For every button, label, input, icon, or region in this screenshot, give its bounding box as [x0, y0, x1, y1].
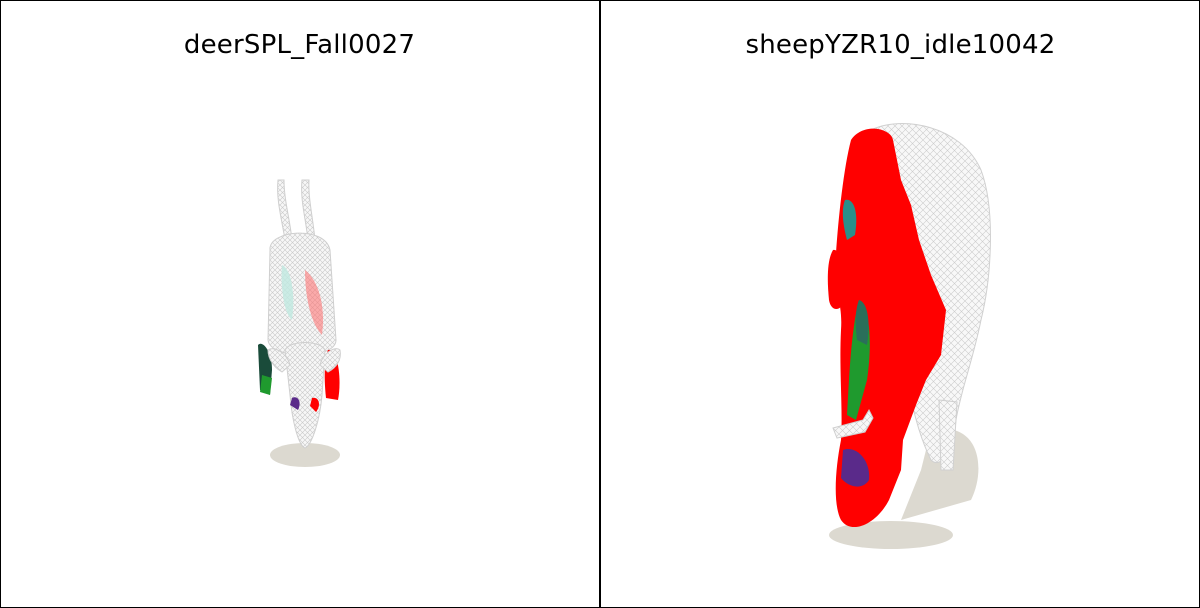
ground-shadow	[829, 521, 953, 549]
deer-teal-patch	[281, 265, 294, 320]
panel-divider	[599, 0, 601, 608]
sheep-render	[827, 123, 991, 549]
deer-red-patch	[305, 270, 324, 335]
side-shadow	[901, 428, 979, 520]
deer-ear-right	[319, 348, 341, 373]
sheep-teal-patch	[842, 199, 857, 240]
panel-sheep: sheepYZR10_idle10042	[601, 0, 1200, 608]
deer-body	[267, 232, 337, 356]
panel-deer: deerSPL_Fall0027	[0, 0, 599, 608]
deer-render	[258, 179, 341, 467]
panel-title: deerSPL_Fall0027	[183, 30, 416, 60]
deer-red-spot	[310, 397, 319, 412]
deer-purple-patch	[290, 397, 300, 410]
panel-title: sheepYZR10_idle10042	[745, 30, 1056, 60]
sheep-wireframe-limb	[832, 408, 874, 439]
sheep-purple-patch	[841, 449, 870, 487]
sheep-dark-teal-patch	[855, 300, 869, 345]
deer-green-patch	[260, 375, 272, 395]
sheep-front-leg	[827, 249, 846, 309]
deer-leg-right	[301, 179, 316, 241]
sheep-wireframe-leg	[938, 399, 958, 471]
deer-leg-left	[277, 179, 293, 241]
deer-ear-left	[267, 348, 291, 373]
ground-shadow	[270, 443, 340, 467]
deer-head	[284, 342, 326, 449]
